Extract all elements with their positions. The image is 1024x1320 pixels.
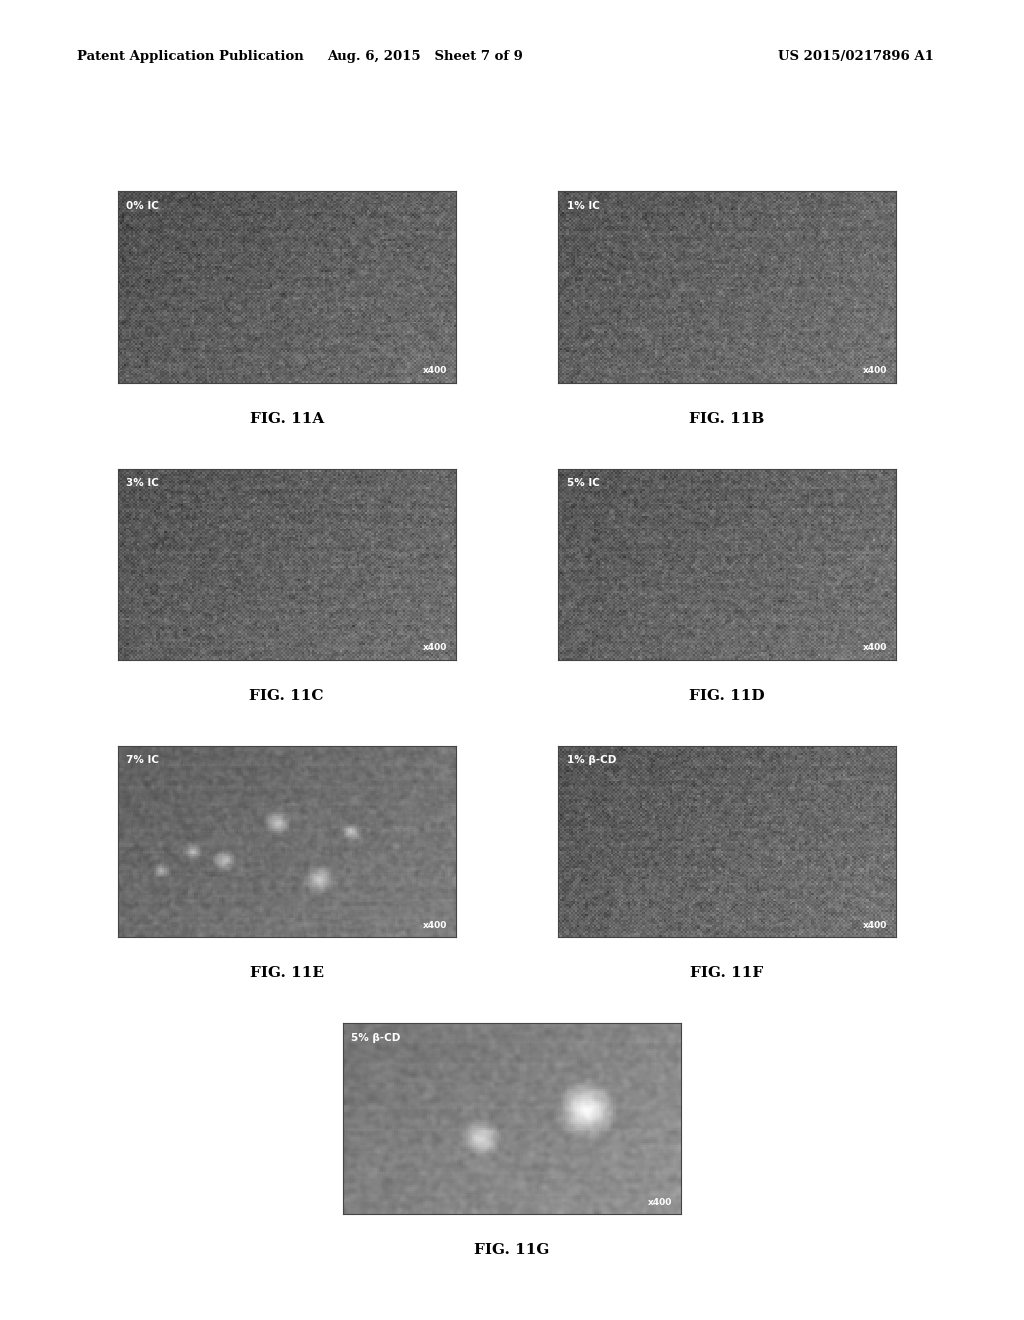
Text: FIG. 11G: FIG. 11G <box>474 1243 550 1258</box>
Text: x400: x400 <box>863 643 888 652</box>
Text: Aug. 6, 2015   Sheet 7 of 9: Aug. 6, 2015 Sheet 7 of 9 <box>327 50 523 63</box>
Text: 3% IC: 3% IC <box>126 478 159 488</box>
Text: x400: x400 <box>423 643 447 652</box>
Text: FIG. 11E: FIG. 11E <box>250 966 324 981</box>
Text: x400: x400 <box>863 366 888 375</box>
Text: 1% β-CD: 1% β-CD <box>566 755 615 766</box>
Text: x400: x400 <box>648 1197 673 1206</box>
Text: 5% IC: 5% IC <box>566 478 599 488</box>
Text: US 2015/0217896 A1: US 2015/0217896 A1 <box>778 50 934 63</box>
Text: 1% IC: 1% IC <box>566 201 599 211</box>
Text: FIG. 11B: FIG. 11B <box>689 412 765 426</box>
Text: 5% β-CD: 5% β-CD <box>351 1032 400 1043</box>
Text: 7% IC: 7% IC <box>126 755 159 766</box>
Text: Patent Application Publication: Patent Application Publication <box>77 50 303 63</box>
Text: x400: x400 <box>423 366 447 375</box>
Text: x400: x400 <box>423 920 447 929</box>
Text: FIG. 11D: FIG. 11D <box>689 689 765 704</box>
Text: 0% IC: 0% IC <box>126 201 159 211</box>
Text: FIG. 11A: FIG. 11A <box>250 412 324 426</box>
Text: FIG. 11C: FIG. 11C <box>250 689 324 704</box>
Text: x400: x400 <box>863 920 888 929</box>
Text: FIG. 11F: FIG. 11F <box>690 966 764 981</box>
